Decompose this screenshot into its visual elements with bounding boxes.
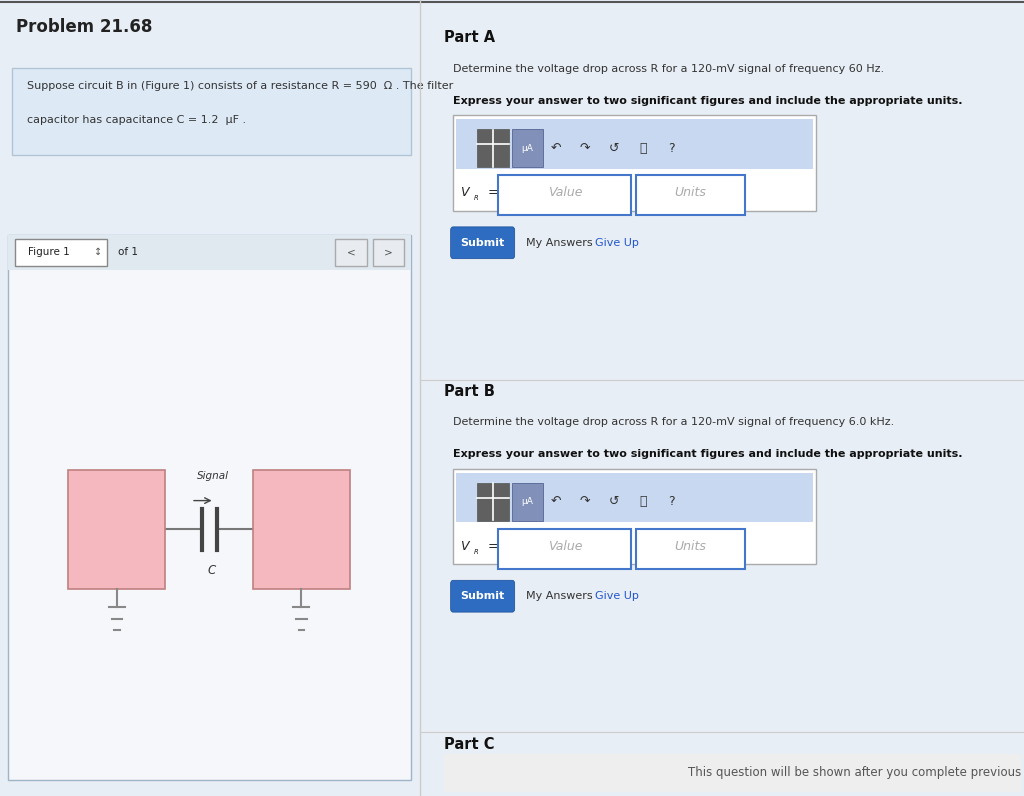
FancyBboxPatch shape <box>499 175 631 215</box>
Text: Submit: Submit <box>461 591 505 601</box>
FancyBboxPatch shape <box>512 482 543 521</box>
FancyBboxPatch shape <box>335 239 367 266</box>
Text: Submit: Submit <box>461 238 505 248</box>
FancyBboxPatch shape <box>253 470 350 589</box>
FancyBboxPatch shape <box>11 68 411 155</box>
FancyBboxPatch shape <box>453 469 815 564</box>
FancyBboxPatch shape <box>512 129 543 167</box>
Text: ↺: ↺ <box>608 142 620 154</box>
Text: ⎙: ⎙ <box>639 495 646 508</box>
Text: Value: Value <box>548 540 582 552</box>
Text: Problem 21.68: Problem 21.68 <box>16 18 153 36</box>
Text: Give Up: Give Up <box>595 591 639 601</box>
Text: Part A: Part A <box>444 30 496 45</box>
Text: ↷: ↷ <box>580 142 590 154</box>
Text: <: < <box>346 248 355 257</box>
Text: Suppose circuit B in (Figure 1) consists of a resistance R = 590  Ω . The filter: Suppose circuit B in (Figure 1) consists… <box>28 81 454 92</box>
Text: Part B: Part B <box>444 384 495 399</box>
Text: Circuit: Circuit <box>284 513 319 524</box>
FancyBboxPatch shape <box>444 754 1021 792</box>
FancyBboxPatch shape <box>636 529 744 568</box>
Text: Determine the voltage drop across R for a 120-mV signal of frequency 6.0 kHz.: Determine the voltage drop across R for … <box>453 417 894 427</box>
FancyBboxPatch shape <box>451 580 515 612</box>
FancyBboxPatch shape <box>636 175 744 215</box>
FancyBboxPatch shape <box>373 239 404 266</box>
Text: Units: Units <box>675 540 707 552</box>
FancyBboxPatch shape <box>451 227 515 259</box>
Text: Give Up: Give Up <box>595 238 639 248</box>
Text: =: = <box>484 186 499 199</box>
Text: >: > <box>384 248 393 257</box>
Text: ⎙: ⎙ <box>639 142 646 154</box>
FancyBboxPatch shape <box>499 529 631 568</box>
Text: $_{R}$: $_{R}$ <box>473 547 479 556</box>
FancyBboxPatch shape <box>476 482 509 521</box>
Text: A: A <box>113 542 121 552</box>
Text: ↶: ↶ <box>551 142 561 154</box>
Text: ↶: ↶ <box>551 495 561 508</box>
FancyBboxPatch shape <box>15 239 108 266</box>
Text: Express your answer to two significant figures and include the appropriate units: Express your answer to two significant f… <box>453 96 963 106</box>
Text: This question will be shown after you complete previous: This question will be shown after you co… <box>688 767 1021 779</box>
Text: ?: ? <box>669 142 675 154</box>
FancyBboxPatch shape <box>453 115 815 211</box>
FancyBboxPatch shape <box>476 129 509 167</box>
Text: Part C: Part C <box>444 737 495 752</box>
Text: =: = <box>484 540 499 552</box>
Text: Determine the voltage drop across R for a 120-mV signal of frequency 60 Hz.: Determine the voltage drop across R for … <box>453 64 884 74</box>
Text: ↷: ↷ <box>580 495 590 508</box>
FancyBboxPatch shape <box>69 470 165 589</box>
Text: of 1: of 1 <box>118 248 138 257</box>
Text: Figure 1: Figure 1 <box>29 248 71 257</box>
Text: My Answers: My Answers <box>525 238 592 248</box>
Text: Value: Value <box>548 186 582 199</box>
Text: B: B <box>298 542 305 552</box>
Text: $_{R}$: $_{R}$ <box>473 193 479 203</box>
Text: ↕: ↕ <box>94 248 102 257</box>
Text: Signal: Signal <box>198 470 229 481</box>
FancyBboxPatch shape <box>456 473 813 522</box>
Text: μA: μA <box>521 144 534 153</box>
Text: Circuit: Circuit <box>98 513 135 524</box>
Text: $V$: $V$ <box>461 186 472 199</box>
Text: Express your answer to two significant figures and include the appropriate units: Express your answer to two significant f… <box>453 449 963 459</box>
Text: μA: μA <box>521 498 534 506</box>
FancyBboxPatch shape <box>7 235 411 270</box>
FancyBboxPatch shape <box>456 119 813 169</box>
Text: ?: ? <box>669 495 675 508</box>
FancyBboxPatch shape <box>7 235 411 780</box>
Text: My Answers: My Answers <box>525 591 592 601</box>
Text: ↺: ↺ <box>608 495 620 508</box>
Text: $V$: $V$ <box>461 540 472 552</box>
Text: C: C <box>207 564 215 577</box>
Text: capacitor has capacitance C = 1.2  μF .: capacitor has capacitance C = 1.2 μF . <box>28 115 247 125</box>
Text: Units: Units <box>675 186 707 199</box>
